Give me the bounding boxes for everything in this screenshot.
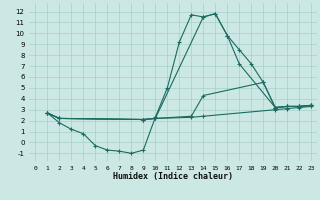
- X-axis label: Humidex (Indice chaleur): Humidex (Indice chaleur): [113, 172, 233, 181]
